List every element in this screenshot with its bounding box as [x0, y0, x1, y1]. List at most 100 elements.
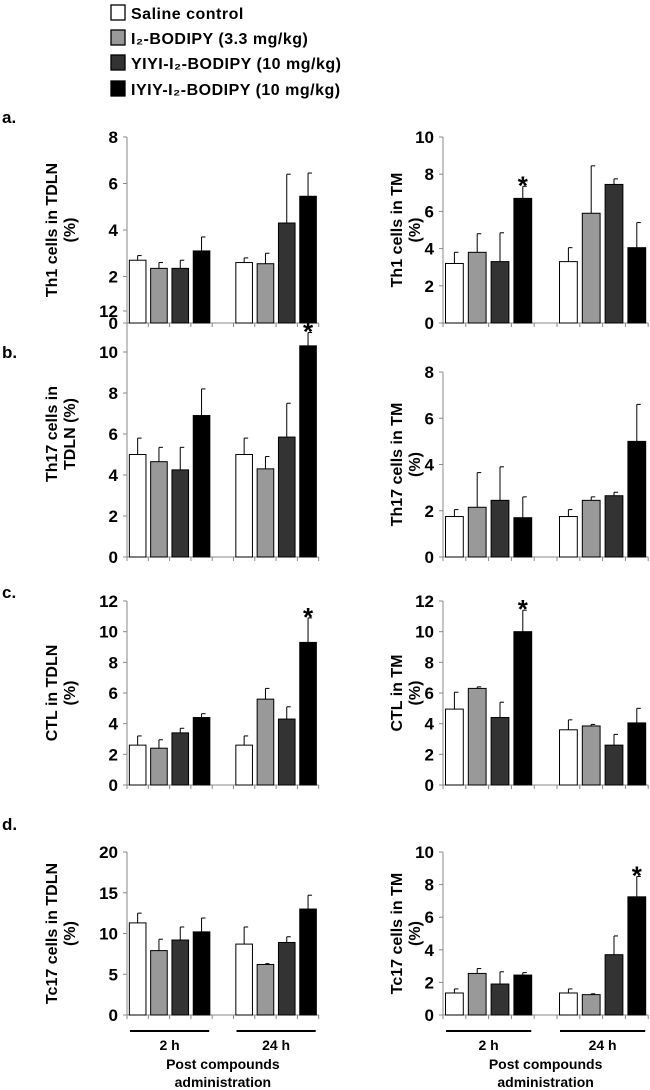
legend-label-yiyi: YIYI-I₂-BODIPY (10 mg/kg) [131, 56, 341, 73]
bar [150, 461, 168, 558]
x-axis-label: Post compounds [166, 1056, 280, 1072]
bar [192, 415, 211, 558]
y-tick-label: 20 [99, 843, 118, 862]
y-tick-label: 5 [109, 965, 118, 984]
bar [581, 212, 601, 324]
bar [445, 992, 464, 1016]
bar [277, 941, 296, 1016]
y-tick-label: 10 [99, 623, 118, 642]
y-tick-label: 10 [415, 623, 434, 642]
bar [128, 454, 147, 558]
bar [256, 468, 275, 558]
y-tick-label: 10 [99, 925, 118, 944]
bar [128, 744, 147, 786]
y-axis-label: (%) [407, 921, 424, 946]
bar [627, 440, 647, 558]
x-axis-label: Post compounds [489, 1056, 603, 1072]
panel-letter: d. [2, 815, 17, 834]
y-tick-label: 8 [425, 876, 434, 895]
significance-star: * [518, 594, 529, 624]
chart-panel-3: 0 2 4 6 8 Th17 cells in TM (%) [389, 363, 649, 567]
y-tick-label: 6 [425, 908, 434, 927]
y-tick-label: 4 [425, 456, 435, 475]
y-axis-label: CTL in TM [389, 654, 406, 731]
y-tick-label: 0 [109, 548, 118, 567]
bar [490, 499, 510, 558]
y-tick-label: 0 [109, 1006, 118, 1025]
bar [627, 247, 647, 324]
bar [128, 922, 147, 1016]
y-axis-label: (%) [407, 681, 424, 706]
chart-panel-0: a. 0 2 4 6 8 Th1 cells in TDLN (%) [2, 108, 320, 333]
bar [277, 718, 296, 786]
group-label: 2 h [478, 1037, 498, 1053]
bar [513, 197, 533, 324]
bar [171, 267, 190, 324]
y-axis-label: Th17 cells in [44, 386, 61, 482]
legend-swatch-i2-bodipy [110, 29, 126, 46]
bar [513, 974, 533, 1016]
bar [128, 259, 147, 324]
bar [192, 931, 211, 1016]
y-tick-label: 8 [425, 165, 434, 184]
bar [277, 436, 296, 558]
bar [299, 345, 317, 558]
bar [150, 950, 168, 1016]
bar [299, 195, 317, 324]
y-axis-label: Th1 cells in TM [389, 173, 406, 288]
chart-panel-2: b. 0 2 4 6 8 10 12 Th17 cells in TDLN (%) * [2, 302, 320, 567]
bar [235, 744, 253, 786]
y-tick-label: 10 [415, 843, 434, 862]
y-tick-label: 0 [425, 776, 434, 795]
group-label: 24 h [589, 1037, 617, 1053]
y-axis-label: (%) [407, 218, 424, 243]
bar [192, 250, 211, 324]
bar [490, 717, 510, 786]
legend: Saline control I₂-BODIPY (3.3 mg/kg) YIY… [110, 4, 341, 99]
y-tick-label: 12 [415, 592, 434, 611]
legend-label-saline: Saline control [131, 6, 244, 23]
y-tick-label: 8 [425, 653, 434, 672]
y-tick-label: 2 [425, 745, 434, 764]
chart-panel-4: c. 0 2 4 6 8 10 12 CTL in TDLN (%) * [2, 583, 320, 795]
bar [627, 722, 647, 786]
significance-star: * [303, 317, 314, 347]
bar [150, 747, 168, 786]
bar [467, 506, 487, 558]
bar [627, 896, 647, 1016]
y-tick-label: 6 [425, 202, 434, 221]
y-tick-label: 0 [425, 314, 434, 333]
bar [513, 631, 533, 786]
y-tick-label: 4 [109, 221, 119, 240]
y-tick-label: 10 [415, 128, 434, 147]
bar [581, 994, 601, 1016]
y-axis-label: TDLN (%) [62, 398, 79, 470]
significance-star: * [632, 860, 643, 890]
y-axis-label: (%) [62, 921, 79, 946]
panel-letter: a. [2, 108, 16, 127]
y-tick-label: 4 [109, 466, 119, 485]
chart-panel-5: 0 2 4 6 8 10 12 CTL in TM (%) * [389, 592, 649, 795]
bar [581, 499, 601, 558]
y-axis-label: (%) [62, 681, 79, 706]
bar [467, 687, 487, 786]
y-tick-label: 12 [99, 302, 118, 321]
panel-letter: c. [2, 583, 16, 602]
y-tick-label: 0 [109, 314, 118, 333]
y-axis-label: Tc17 cells in TM [389, 873, 406, 995]
legend-swatch-iyiy [110, 80, 126, 97]
bar [490, 983, 510, 1016]
legend-swatch-saline [110, 4, 126, 21]
bar [445, 262, 464, 324]
legend-label-iyiy: IYIY-I₂-BODIPY (10 mg/kg) [131, 82, 341, 99]
y-tick-label: 0 [425, 1006, 434, 1025]
bar [559, 729, 578, 786]
bar [467, 251, 487, 324]
significance-star: * [303, 602, 314, 632]
bar [150, 267, 168, 324]
bar [171, 732, 190, 786]
bar [299, 908, 317, 1016]
y-tick-label: 2 [425, 973, 434, 992]
x-axis-label: administration [175, 1074, 271, 1090]
